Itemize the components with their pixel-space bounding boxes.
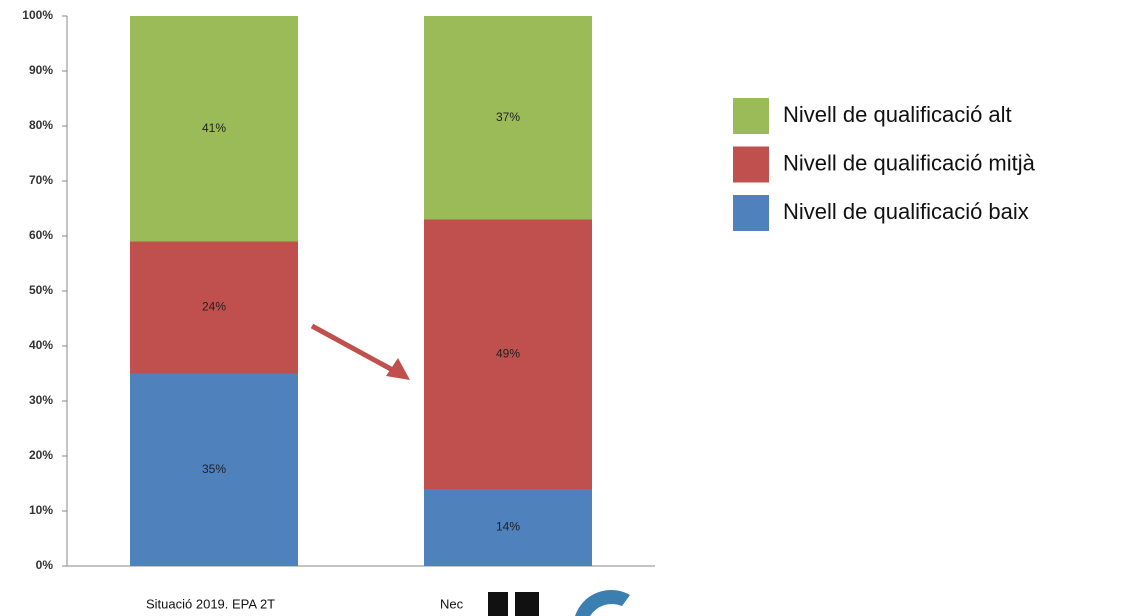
y-tick-label: 70% [29,173,53,187]
arrow-head [386,358,410,380]
legend-swatch [733,146,769,183]
bar-segment [130,16,298,242]
arrow [310,323,402,377]
bar-segment [130,373,298,566]
legend-label: Nivell de qualificació alt [783,102,1012,127]
value-label: 41% [202,121,226,135]
y-tick-label: 20% [29,448,53,462]
bar-segment [424,219,592,489]
y-tick-label: 60% [29,228,53,242]
y-tick-label: 30% [29,393,53,407]
bar-segment [424,16,592,220]
bar-segment [424,489,592,566]
y-tick-label: 50% [29,283,53,297]
value-label: 14% [496,520,520,534]
legend-swatch [733,195,769,231]
legend-label: Nivell de qualificació baix [783,199,1029,224]
value-label: 37% [496,110,520,124]
y-tick-label: 40% [29,338,53,352]
value-label: 24% [202,300,226,314]
x-tick-label: Situació 2019. EPA 2T [146,596,275,611]
bar-segment [130,241,298,374]
value-label: 35% [202,462,226,476]
value-label: 49% [496,346,520,360]
y-tick-label: 90% [29,63,53,77]
y-tick-label: 100% [22,8,53,22]
y-tick-label: 80% [29,118,53,132]
legend-label: Nivell de qualificació mitjà [783,150,1036,175]
x-tick-label: Nec [440,596,464,611]
y-tick-label: 0% [36,558,54,572]
legend-swatch [733,98,769,134]
y-tick-label: 10% [29,503,53,517]
logo [488,589,630,616]
